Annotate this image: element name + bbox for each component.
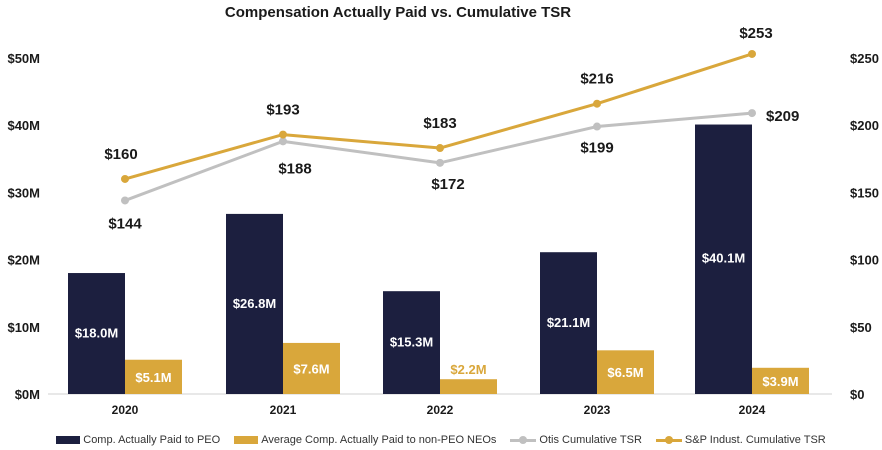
legend-item-neo: Average Comp. Actually Paid to non-PEO N… bbox=[234, 434, 496, 446]
legend-label-sp: S&P Indust. Cumulative TSR bbox=[684, 434, 826, 446]
x-axis-tick: 2021 bbox=[270, 403, 297, 417]
bar-peo bbox=[226, 213, 283, 394]
bar-label-peo: $26.8M bbox=[233, 296, 276, 311]
right-axis-tick: $150 bbox=[850, 185, 879, 200]
bar-neo bbox=[752, 367, 809, 394]
legend-label-peo: Comp. Actually Paid to PEO bbox=[83, 434, 221, 446]
bar-label-neo: $7.6M bbox=[293, 361, 329, 376]
right-axis-tick: $0 bbox=[850, 387, 864, 402]
left-axis-tick: $40M bbox=[7, 118, 40, 133]
legend-label-neo: Average Comp. Actually Paid to non-PEO N… bbox=[261, 434, 497, 446]
point-sp-tsr bbox=[279, 130, 287, 139]
right-axis-tick: $50 bbox=[850, 320, 872, 335]
bar-peo bbox=[540, 252, 597, 394]
bar-label-neo: $6.5M bbox=[607, 365, 643, 380]
left-axis-tick: $0M bbox=[15, 387, 40, 402]
point-label-sp: $193 bbox=[266, 102, 299, 119]
legend-item-sp: S&P Indust. Cumulative TSR bbox=[655, 434, 826, 446]
point-otis-tsr bbox=[121, 196, 129, 205]
x-axis-tick: 2023 bbox=[584, 403, 611, 417]
bar-neo bbox=[283, 342, 340, 394]
right-axis-tick: $250 bbox=[850, 51, 879, 66]
right-axis-tick: $200 bbox=[850, 118, 879, 133]
point-sp-tsr bbox=[593, 99, 601, 108]
legend-swatch-peo bbox=[56, 436, 81, 444]
bar-label-peo: $15.3M bbox=[390, 335, 433, 350]
x-axis-tick: 2024 bbox=[739, 403, 766, 417]
right-axis-tick: $100 bbox=[850, 253, 879, 268]
bar-peo bbox=[68, 273, 125, 394]
legend: Comp. Actually Paid to PEO Average Comp.… bbox=[0, 432, 882, 448]
x-axis-tick: 2022 bbox=[427, 403, 454, 417]
left-axis-tick: $20M bbox=[7, 253, 40, 268]
point-sp-tsr bbox=[121, 174, 129, 183]
bar-neo bbox=[597, 350, 654, 394]
bar-label-neo: $5.1M bbox=[135, 370, 171, 385]
combo-chart: Compensation Actually Paid vs. Cumulativ… bbox=[7, 4, 879, 417]
bar-label-peo: $21.1M bbox=[547, 315, 590, 330]
chart-title: Compensation Actually Paid vs. Cumulativ… bbox=[225, 4, 571, 21]
point-otis-tsr bbox=[279, 137, 287, 146]
point-label-sp: $160 bbox=[104, 146, 137, 163]
point-otis-tsr bbox=[436, 158, 444, 167]
point-label-otis: $144 bbox=[108, 215, 142, 232]
bar-peo bbox=[383, 291, 440, 394]
point-label-otis: $199 bbox=[580, 140, 613, 157]
legend-swatch-sp bbox=[655, 435, 682, 445]
bar-label-neo: $3.9M bbox=[762, 374, 798, 389]
point-label-sp: $183 bbox=[423, 115, 456, 132]
legend-label-otis: Otis Cumulative TSR bbox=[539, 434, 642, 446]
point-sp-tsr bbox=[436, 144, 444, 153]
bar-neo bbox=[125, 359, 182, 394]
point-otis-tsr bbox=[748, 109, 756, 118]
legend-swatch-neo bbox=[234, 436, 259, 444]
point-otis-tsr bbox=[593, 122, 601, 131]
point-label-sp: $253 bbox=[739, 25, 772, 42]
point-label-otis: $209 bbox=[766, 108, 799, 125]
bar-peo bbox=[695, 124, 752, 394]
point-label-sp: $216 bbox=[580, 71, 613, 88]
left-axis-tick: $10M bbox=[7, 320, 40, 335]
point-sp-tsr bbox=[748, 49, 756, 58]
legend-swatch-otis bbox=[510, 435, 537, 445]
bar-neo bbox=[440, 379, 497, 394]
legend-item-otis: Otis Cumulative TSR bbox=[510, 434, 642, 446]
point-label-otis: $172 bbox=[431, 176, 464, 193]
bar-label-peo: $40.1M bbox=[702, 251, 745, 266]
x-axis-tick: 2020 bbox=[112, 403, 139, 417]
bar-label-peo: $18.0M bbox=[75, 326, 118, 341]
bar-label-neo: $2.2M bbox=[450, 362, 486, 377]
left-axis-tick: $30M bbox=[7, 185, 40, 200]
left-axis-tick: $50M bbox=[7, 51, 40, 66]
legend-item-peo: Comp. Actually Paid to PEO bbox=[56, 434, 220, 446]
point-label-otis: $188 bbox=[278, 160, 311, 177]
